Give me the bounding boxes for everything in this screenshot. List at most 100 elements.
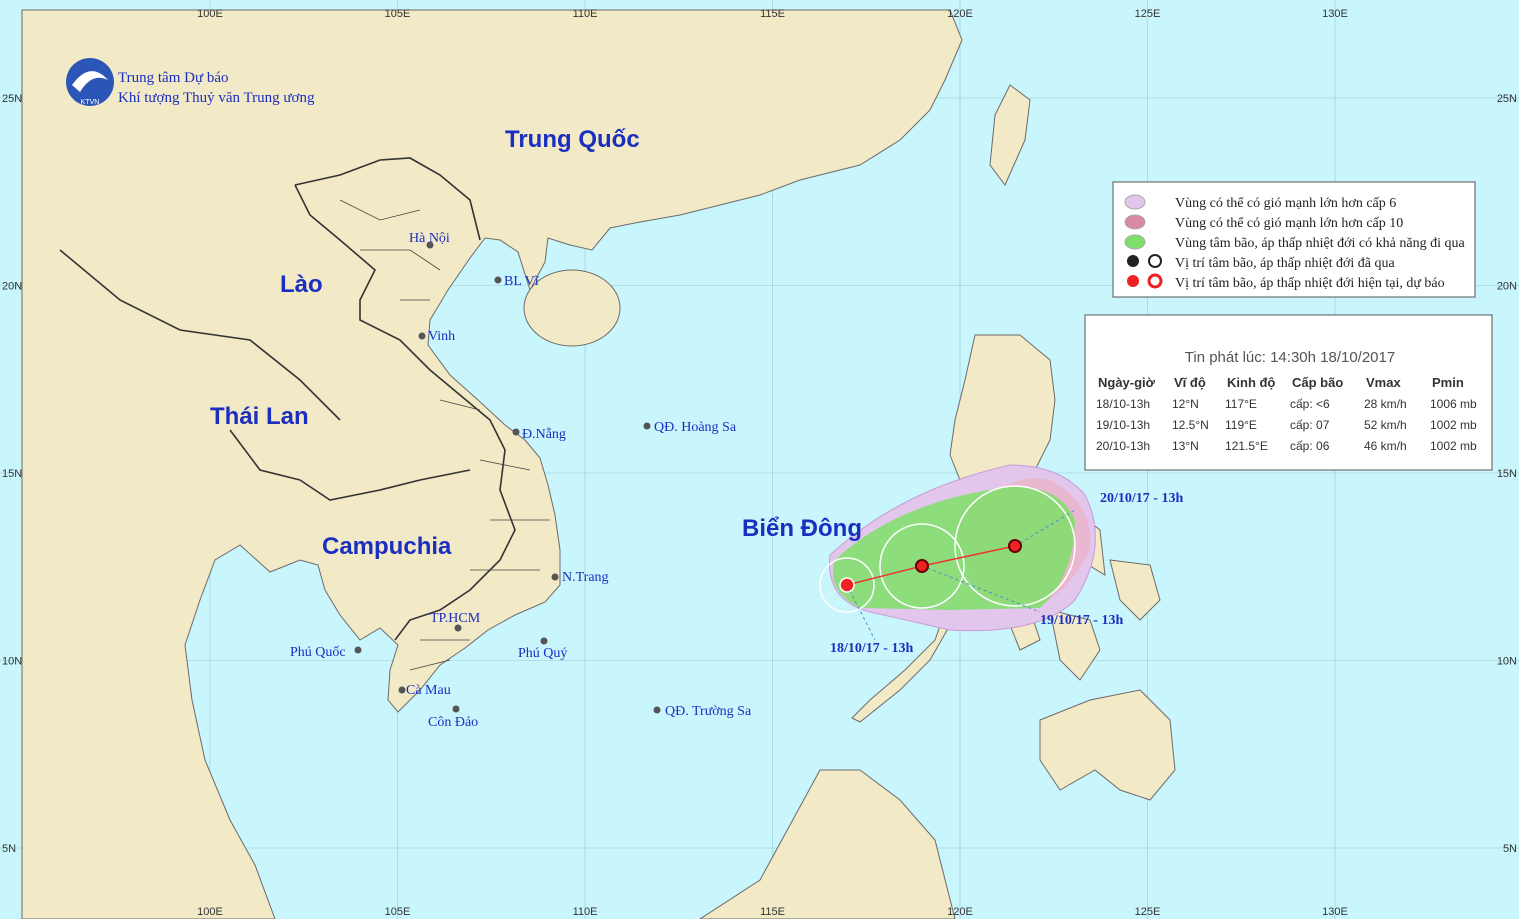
info-cell: cấp: 06	[1290, 439, 1330, 453]
logo-text: KTVN	[81, 99, 100, 106]
radius-circle	[819, 557, 875, 613]
storm-current	[839, 577, 855, 593]
place-dot	[643, 422, 651, 430]
info-cell: 117°E	[1225, 397, 1257, 411]
lat-label: 15N	[1497, 468, 1517, 480]
place-dot	[452, 705, 460, 713]
info-title: Tin phát lúc: 14:30h 18/10/2017	[1185, 349, 1395, 366]
legend-label: Vùng có thể có gió mạnh lớn hơn cấp 10	[1175, 216, 1403, 231]
vietnam-border	[294, 157, 516, 641]
lon-label: 110E	[573, 906, 598, 918]
place-dot	[454, 624, 462, 632]
place-label: Phú Quốc	[290, 645, 346, 660]
place-dot	[540, 637, 548, 645]
legend-label: Vùng có thể có gió mạnh lớn hơn cấp 6	[1175, 196, 1396, 211]
hainan	[523, 269, 621, 347]
info-cell: 1006 mb	[1430, 397, 1477, 411]
region-label: Thái Lan	[210, 403, 309, 430]
lon-label: 110E	[573, 8, 598, 20]
borneo	[699, 769, 956, 919]
info-column: Cấp bão	[1292, 375, 1343, 390]
track-label: 19/10/17 - 13h	[1040, 613, 1123, 628]
place-label: Đ.Nẵng	[522, 427, 566, 442]
place-label: N.Trang	[562, 570, 609, 585]
info-column: Vmax	[1366, 375, 1401, 390]
lon-label: 120E	[947, 906, 973, 918]
place-label: Côn Đảo	[428, 715, 478, 730]
legend-swatch	[1147, 273, 1163, 289]
storm-forecast	[1008, 539, 1022, 553]
org-name: Trung tâm Dự báo	[118, 70, 229, 86]
lat-label: 5N	[2, 843, 16, 855]
place-dot	[494, 276, 502, 284]
legend-label: Vị trí tâm bão, áp thấp nhiệt đới hiện t…	[1175, 276, 1445, 291]
lon-label: 120E	[947, 8, 973, 20]
palawan	[851, 610, 951, 723]
info-cell: 20/10-13h	[1096, 439, 1150, 453]
legend-label: Vị trí tâm bão, áp thấp nhiệt đới đã qua	[1175, 256, 1395, 271]
info-column: Vĩ độ	[1174, 375, 1206, 390]
lon-label: 130E	[1322, 906, 1348, 918]
lat-label: 10N	[2, 656, 22, 668]
province-lines	[339, 199, 550, 671]
legend-label: Vùng tâm bão, áp thấp nhiệt đới có khả n…	[1175, 236, 1465, 251]
legend-swatch	[1127, 275, 1139, 287]
info-box	[1084, 314, 1493, 471]
taiwan	[989, 84, 1031, 186]
lon-label: 100E	[197, 906, 223, 918]
info-cell: 12.5°N	[1172, 418, 1209, 432]
info-cell: 28 km/h	[1364, 397, 1407, 411]
legend-swatch	[1124, 234, 1146, 250]
place-dot	[653, 706, 661, 714]
legend-swatch	[1124, 214, 1146, 230]
place-label: Phú Quý	[518, 646, 567, 661]
lat-label: 25N	[2, 93, 22, 105]
region-label: Lào	[280, 271, 323, 298]
radius-circle	[879, 523, 965, 609]
place-dot	[551, 573, 559, 581]
radius-circle	[954, 485, 1076, 607]
place-dot	[426, 241, 434, 249]
lon-label: 125E	[1135, 906, 1161, 918]
info-cell: 119°E	[1225, 418, 1257, 432]
lon-label: 115E	[760, 906, 785, 918]
org-name: Khí tượng Thuỷ văn Trung ương	[118, 90, 315, 106]
info-column: Pmin	[1432, 375, 1464, 390]
info-column: Ngày-giờ	[1098, 375, 1156, 390]
info-cell: 1002 mb	[1430, 439, 1477, 453]
region-label: Biển Đông	[742, 515, 862, 542]
logo-mark	[72, 71, 108, 92]
track-label: 18/10/17 - 13h	[830, 641, 913, 656]
place-label: TP.HCM	[430, 611, 481, 626]
logo	[66, 58, 114, 106]
place-dot	[512, 428, 520, 436]
info-cell: 18/10-13h	[1096, 397, 1150, 411]
track-label: 20/10/17 - 13h	[1100, 491, 1183, 506]
place-dot	[354, 646, 362, 654]
storm-forecast	[915, 559, 929, 573]
info-cell: 1002 mb	[1430, 418, 1477, 432]
info-cell: 46 km/h	[1364, 439, 1407, 453]
info-cell: 19/10-13h	[1096, 418, 1150, 432]
lat-label: 5N	[1503, 843, 1517, 855]
lon-label: 115E	[760, 8, 785, 20]
center-path-zone	[832, 486, 1075, 610]
lon-label: 125E	[1135, 8, 1161, 20]
lat-label: 20N	[1497, 281, 1517, 293]
region-label: Trung Quốc	[505, 126, 640, 153]
mindanao	[1039, 689, 1176, 801]
info-cell: cấp: 07	[1290, 418, 1330, 432]
place-dot	[398, 686, 406, 694]
legend-swatch	[1124, 194, 1146, 210]
info-cell: 52 km/h	[1364, 418, 1407, 432]
lon-label: 100E	[197, 8, 223, 20]
info-cell: cấp: <6	[1290, 397, 1330, 411]
lon-label: 130E	[1322, 8, 1348, 20]
place-label: QĐ. Trường Sa	[665, 704, 752, 719]
legend-swatch	[1127, 255, 1139, 267]
place-label: BL Vĩ	[504, 274, 540, 289]
lat-label: 20N	[2, 281, 22, 293]
other-borders	[59, 249, 471, 501]
lon-label: 105E	[385, 8, 411, 20]
